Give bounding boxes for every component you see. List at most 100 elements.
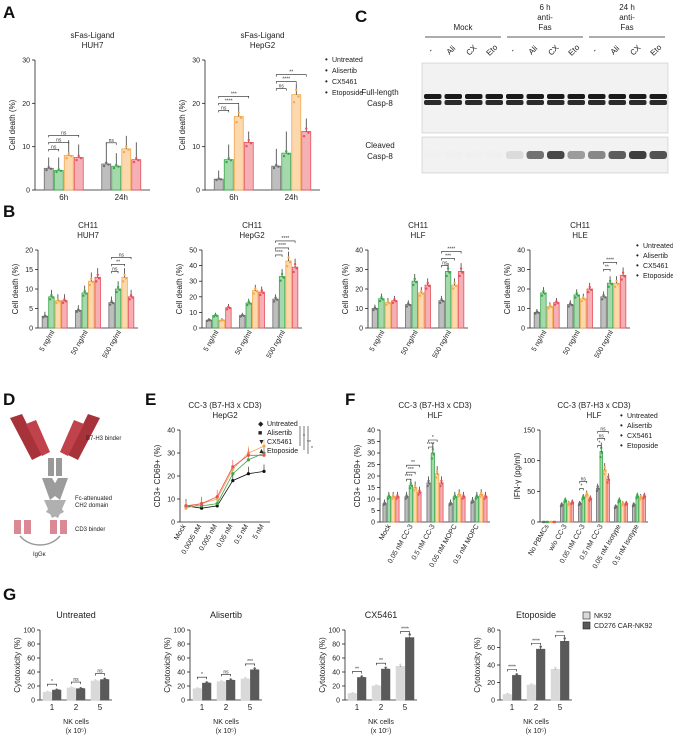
e-legend-marker: ▲ bbox=[258, 448, 265, 455]
b-chart0-ytick-label: 15 bbox=[25, 267, 33, 274]
a-hepg2-bar bbox=[271, 165, 282, 191]
g-chart0-datapoint bbox=[55, 688, 58, 691]
g-chart3-datapoint bbox=[565, 641, 568, 644]
blot-2-label: Cleaved bbox=[365, 141, 394, 150]
blot-lane-label: CX bbox=[464, 43, 479, 58]
f-ifng-bar bbox=[570, 501, 574, 523]
f-ifng-datapoint bbox=[636, 493, 639, 497]
g-chart3-xtick-label: 1 bbox=[510, 703, 515, 712]
a-huh7-datapoint bbox=[77, 154, 80, 158]
cleaved-band bbox=[547, 151, 565, 159]
g-chart3-bar bbox=[560, 640, 570, 701]
f-cd69-datapoint bbox=[462, 494, 465, 497]
b-chart1-xtick-label: 500 ng/ml bbox=[266, 329, 288, 360]
g-chart3-datapoint bbox=[513, 676, 516, 679]
chart-b-hepg2: 0 10 20 30 40 50 Cell death (%) 5 ng/ml 50 ng/ml… bbox=[175, 221, 302, 360]
cleaved-band bbox=[444, 151, 462, 159]
g-chart2-datapoint bbox=[384, 666, 387, 669]
e-legend-marker: ◆ bbox=[258, 421, 264, 428]
a-huh7-datapoint bbox=[79, 156, 83, 160]
f-ifng-datapoint bbox=[579, 502, 582, 506]
g-chart3-xlabel: NK cells bbox=[523, 719, 549, 726]
b-chart3-sig-bracket bbox=[603, 262, 617, 265]
a-hepg2-ytick-label: 0 bbox=[196, 188, 200, 195]
b-chart0-bar bbox=[108, 302, 115, 329]
legend-f-marker: • bbox=[620, 421, 623, 430]
g-chart1-sig-bracket bbox=[197, 676, 207, 680]
g-chart0-datapoint bbox=[77, 688, 80, 691]
f-ifng-bar bbox=[596, 487, 600, 523]
b-chart2-datapoint bbox=[438, 301, 442, 305]
f-ifng-datapoint bbox=[600, 451, 604, 455]
g-chart0-xtick-label: 2 bbox=[74, 703, 79, 712]
b-chart0-bar bbox=[61, 300, 68, 329]
g-chart3-xtick-label: 5 bbox=[558, 703, 563, 712]
a-huh7-datapoint bbox=[132, 160, 136, 164]
g-chart2-sig-bracket bbox=[376, 662, 386, 666]
g-chart3-datapoint bbox=[537, 652, 540, 655]
g-chart0-ytick-label: 40 bbox=[27, 670, 35, 677]
cleaved-band bbox=[567, 151, 585, 159]
b-chart3-datapoint bbox=[603, 296, 607, 299]
g-chart2-datapoint bbox=[362, 676, 365, 680]
b-chart1-ytick-label: 20 bbox=[189, 294, 197, 301]
b-chart2-datapoint bbox=[418, 294, 422, 297]
f-cd69-ytick-label: 35 bbox=[367, 439, 375, 446]
blot-lane-label: - bbox=[426, 46, 434, 54]
f-cd69-datapoint bbox=[483, 497, 486, 500]
g-chart3-ylabel: Cytotoxicity (%) bbox=[473, 637, 482, 693]
b-chart0-xtick-label: 500 ng/ml bbox=[102, 329, 124, 360]
b-chart3-datapoint bbox=[540, 294, 544, 297]
full-length-band-lower bbox=[567, 100, 585, 105]
b-chart0-datapoint bbox=[84, 292, 88, 295]
g-chart3-sig-bracket bbox=[507, 669, 517, 672]
b-chart0-datapoint bbox=[118, 288, 121, 291]
legend-b-marker: • bbox=[636, 251, 639, 260]
f-cd69-ytick-label: 15 bbox=[367, 485, 375, 492]
f-ifng-datapoint bbox=[607, 478, 611, 482]
f-ifng-bar bbox=[563, 500, 567, 523]
g-chart2-sig-label: ** bbox=[355, 667, 359, 673]
f-ifng-ylabel: IFN-γ (pg/ml) bbox=[513, 452, 522, 499]
a-hepg2-datapoint bbox=[225, 160, 228, 164]
b-chart1-datapoint bbox=[282, 276, 285, 279]
b-chart0-bar bbox=[54, 300, 62, 329]
f-cd69-sig-bracket bbox=[406, 471, 416, 475]
panel-label-f: F bbox=[345, 390, 355, 409]
b-chart3-datapoint bbox=[613, 285, 617, 288]
b-chart0-datapoint bbox=[75, 310, 79, 314]
b-chart1-datapoint bbox=[295, 267, 298, 270]
e-legend-label: CX5461 bbox=[267, 439, 292, 446]
f-cd69-datapoint bbox=[452, 497, 456, 500]
g-chart0-datapoint bbox=[103, 677, 106, 680]
b-chart2-bar bbox=[391, 300, 398, 329]
f-ifng-datapoint bbox=[602, 472, 606, 476]
g-chart2-title: CX5461 bbox=[365, 610, 398, 620]
full-length-band-upper bbox=[649, 94, 667, 99]
e-legend-marker: ■ bbox=[258, 430, 262, 437]
f-ifng-sig-label: * bbox=[599, 440, 601, 446]
cleaved-band bbox=[649, 151, 667, 159]
b-chart3-bar bbox=[619, 274, 627, 329]
g-chart2-bar bbox=[395, 666, 405, 701]
g-chart1-datapoint bbox=[194, 688, 197, 691]
f-cd69-datapoint bbox=[396, 494, 399, 497]
a-hepg2-sig-label: ** bbox=[289, 70, 293, 76]
g-chart0-title: Untreated bbox=[56, 610, 96, 620]
f-ifng-datapoint bbox=[604, 469, 607, 473]
g-chart0-datapoint bbox=[101, 680, 104, 683]
a-hepg2-bar bbox=[233, 115, 244, 191]
g-chart3-ytick-label: 0 bbox=[491, 698, 495, 705]
blot-group-label: 6 h bbox=[539, 3, 550, 12]
full-length-band-upper bbox=[506, 94, 524, 99]
g-chart1-ytick-label: 20 bbox=[177, 684, 185, 691]
b-chart1-datapoint bbox=[248, 302, 252, 305]
antibody-diagram: B7-H3 binder Fc-attenuated CH2 domain CD… bbox=[10, 414, 121, 558]
f-cd69-datapoint bbox=[426, 484, 429, 488]
full-length-band-upper bbox=[588, 94, 606, 99]
f-ifng-bar bbox=[567, 503, 571, 523]
e-legend-label: Untreated bbox=[267, 421, 298, 428]
chart-g-etoposide: 0 20 40 60 80 Cytotoxicity (%) 1 2 5 **** **** ****… bbox=[473, 610, 572, 735]
f-ifng-datapoint bbox=[550, 520, 553, 524]
